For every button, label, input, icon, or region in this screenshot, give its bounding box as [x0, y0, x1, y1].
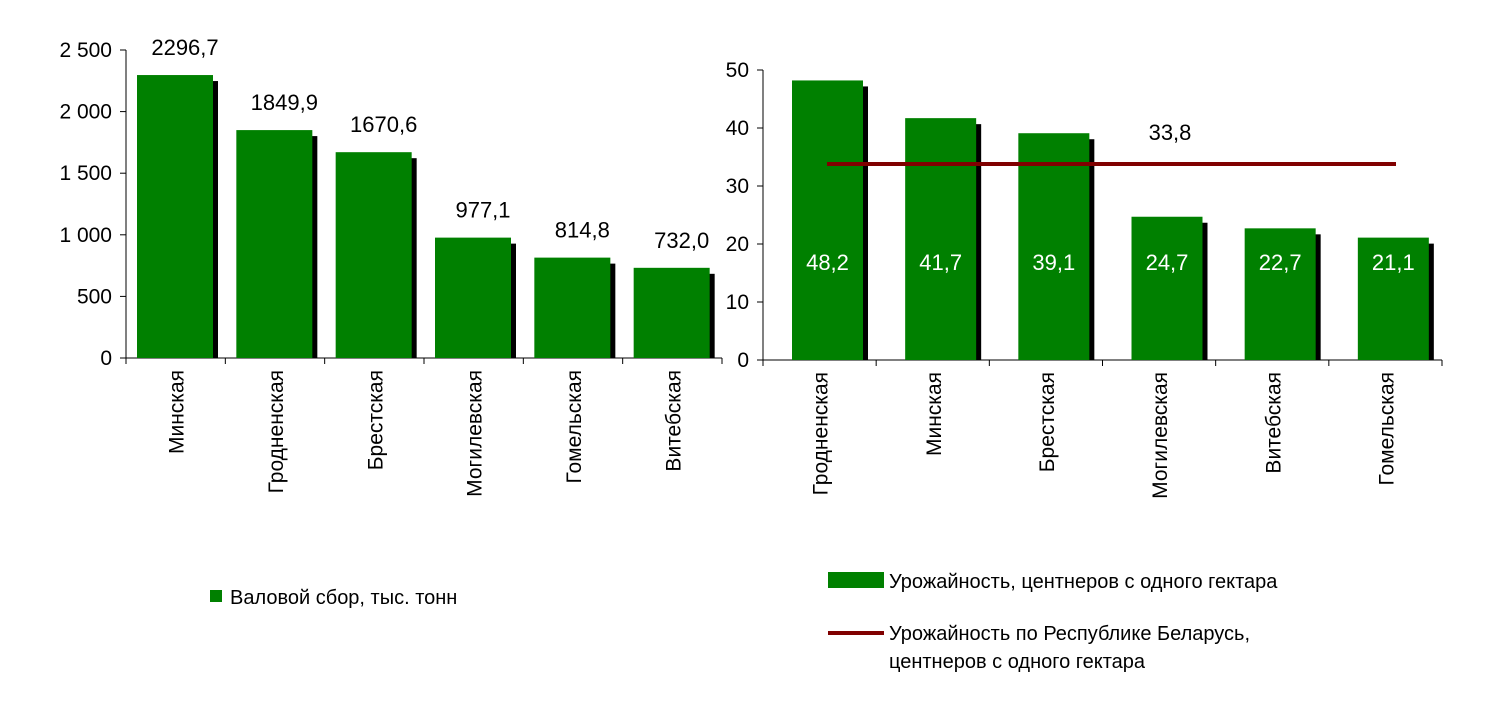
x-tick-label: Минская	[923, 372, 946, 456]
bar-value-label: 41,7	[919, 250, 962, 275]
x-tick-label: Могилевская	[464, 370, 487, 497]
legend-label: центнеров с одного гектара	[889, 651, 1146, 673]
y-tick-label: 500	[77, 285, 112, 308]
bar	[137, 75, 213, 358]
x-tick-label: Гомельская	[563, 370, 586, 483]
y-tick-label: 10	[726, 291, 749, 314]
y-tick-label: 2 500	[59, 39, 112, 62]
bar	[1357, 237, 1429, 360]
x-tick-label: Гродненская	[265, 370, 288, 493]
x-tick-label: Брестская	[364, 370, 387, 470]
x-tick-label: Могилевская	[1149, 372, 1172, 499]
y-tick-label: 0	[737, 349, 749, 372]
yield-chart: 0 10 20 30 40 50 48,2 Гродненская 41,7 Минская 39,…	[726, 59, 1443, 499]
bar-value-label: 21,1	[1372, 250, 1415, 275]
bar	[435, 237, 511, 358]
bar-value-label: 1670,6	[350, 112, 417, 137]
x-tick-label: Гродненская	[810, 372, 833, 495]
bar	[1131, 216, 1203, 360]
yield-legend: Урожайность, центнеров с одного гектара У…	[828, 571, 1278, 673]
bar-value-label: 977,1	[455, 198, 510, 223]
x-tick-label: Гомельская	[1375, 372, 1398, 485]
bar	[792, 80, 863, 360]
x-tick-label: Брестская	[1036, 372, 1059, 472]
bar	[236, 130, 313, 358]
y-tick-label: 50	[726, 59, 749, 82]
bar	[633, 267, 710, 358]
bar	[905, 118, 977, 360]
y-tick-label: 2 000	[59, 101, 112, 124]
gross-harvest-legend: Валовой сбор, тыс. тонн	[210, 587, 457, 609]
legend-label: Урожайность по Республике Беларусь,	[889, 623, 1250, 645]
gross-harvest-chart: 0 500 1 000 1 500 2 000 2 500 2296,7 Минская 184…	[59, 35, 723, 497]
bar-value-label: 1849,9	[251, 90, 318, 115]
legend-swatch	[210, 590, 222, 602]
bar-value-label: 814,8	[555, 218, 610, 243]
y-tick-label: 30	[726, 175, 749, 198]
bar	[1018, 133, 1090, 360]
bar	[335, 152, 412, 358]
bar-value-label: 48,2	[806, 250, 849, 275]
avg-line-label: 33,8	[1149, 120, 1192, 145]
y-tick-label: 1 000	[59, 224, 112, 247]
bar	[1244, 228, 1316, 360]
legend-label: Урожайность, центнеров с одного гектара	[889, 571, 1278, 593]
bar-value-label: 39,1	[1032, 250, 1075, 275]
bar-value-label: 732,0	[654, 228, 709, 253]
x-tick-label: Витебская	[1262, 372, 1285, 474]
legend-swatch	[828, 572, 884, 588]
x-tick-label: Витебская	[662, 370, 685, 472]
legend-label: Валовой сбор, тыс. тонн	[230, 587, 457, 609]
y-tick-label: 40	[726, 117, 749, 140]
bar-value-label: 22,7	[1259, 250, 1302, 275]
bar-value-label: 2296,7	[151, 35, 218, 60]
y-tick-label: 1 500	[59, 162, 112, 185]
x-tick-label: Минская	[166, 370, 189, 454]
y-tick-label: 20	[726, 233, 749, 256]
y-tick-label: 0	[100, 347, 112, 370]
bar	[534, 257, 611, 358]
bar-value-label: 24,7	[1146, 250, 1189, 275]
